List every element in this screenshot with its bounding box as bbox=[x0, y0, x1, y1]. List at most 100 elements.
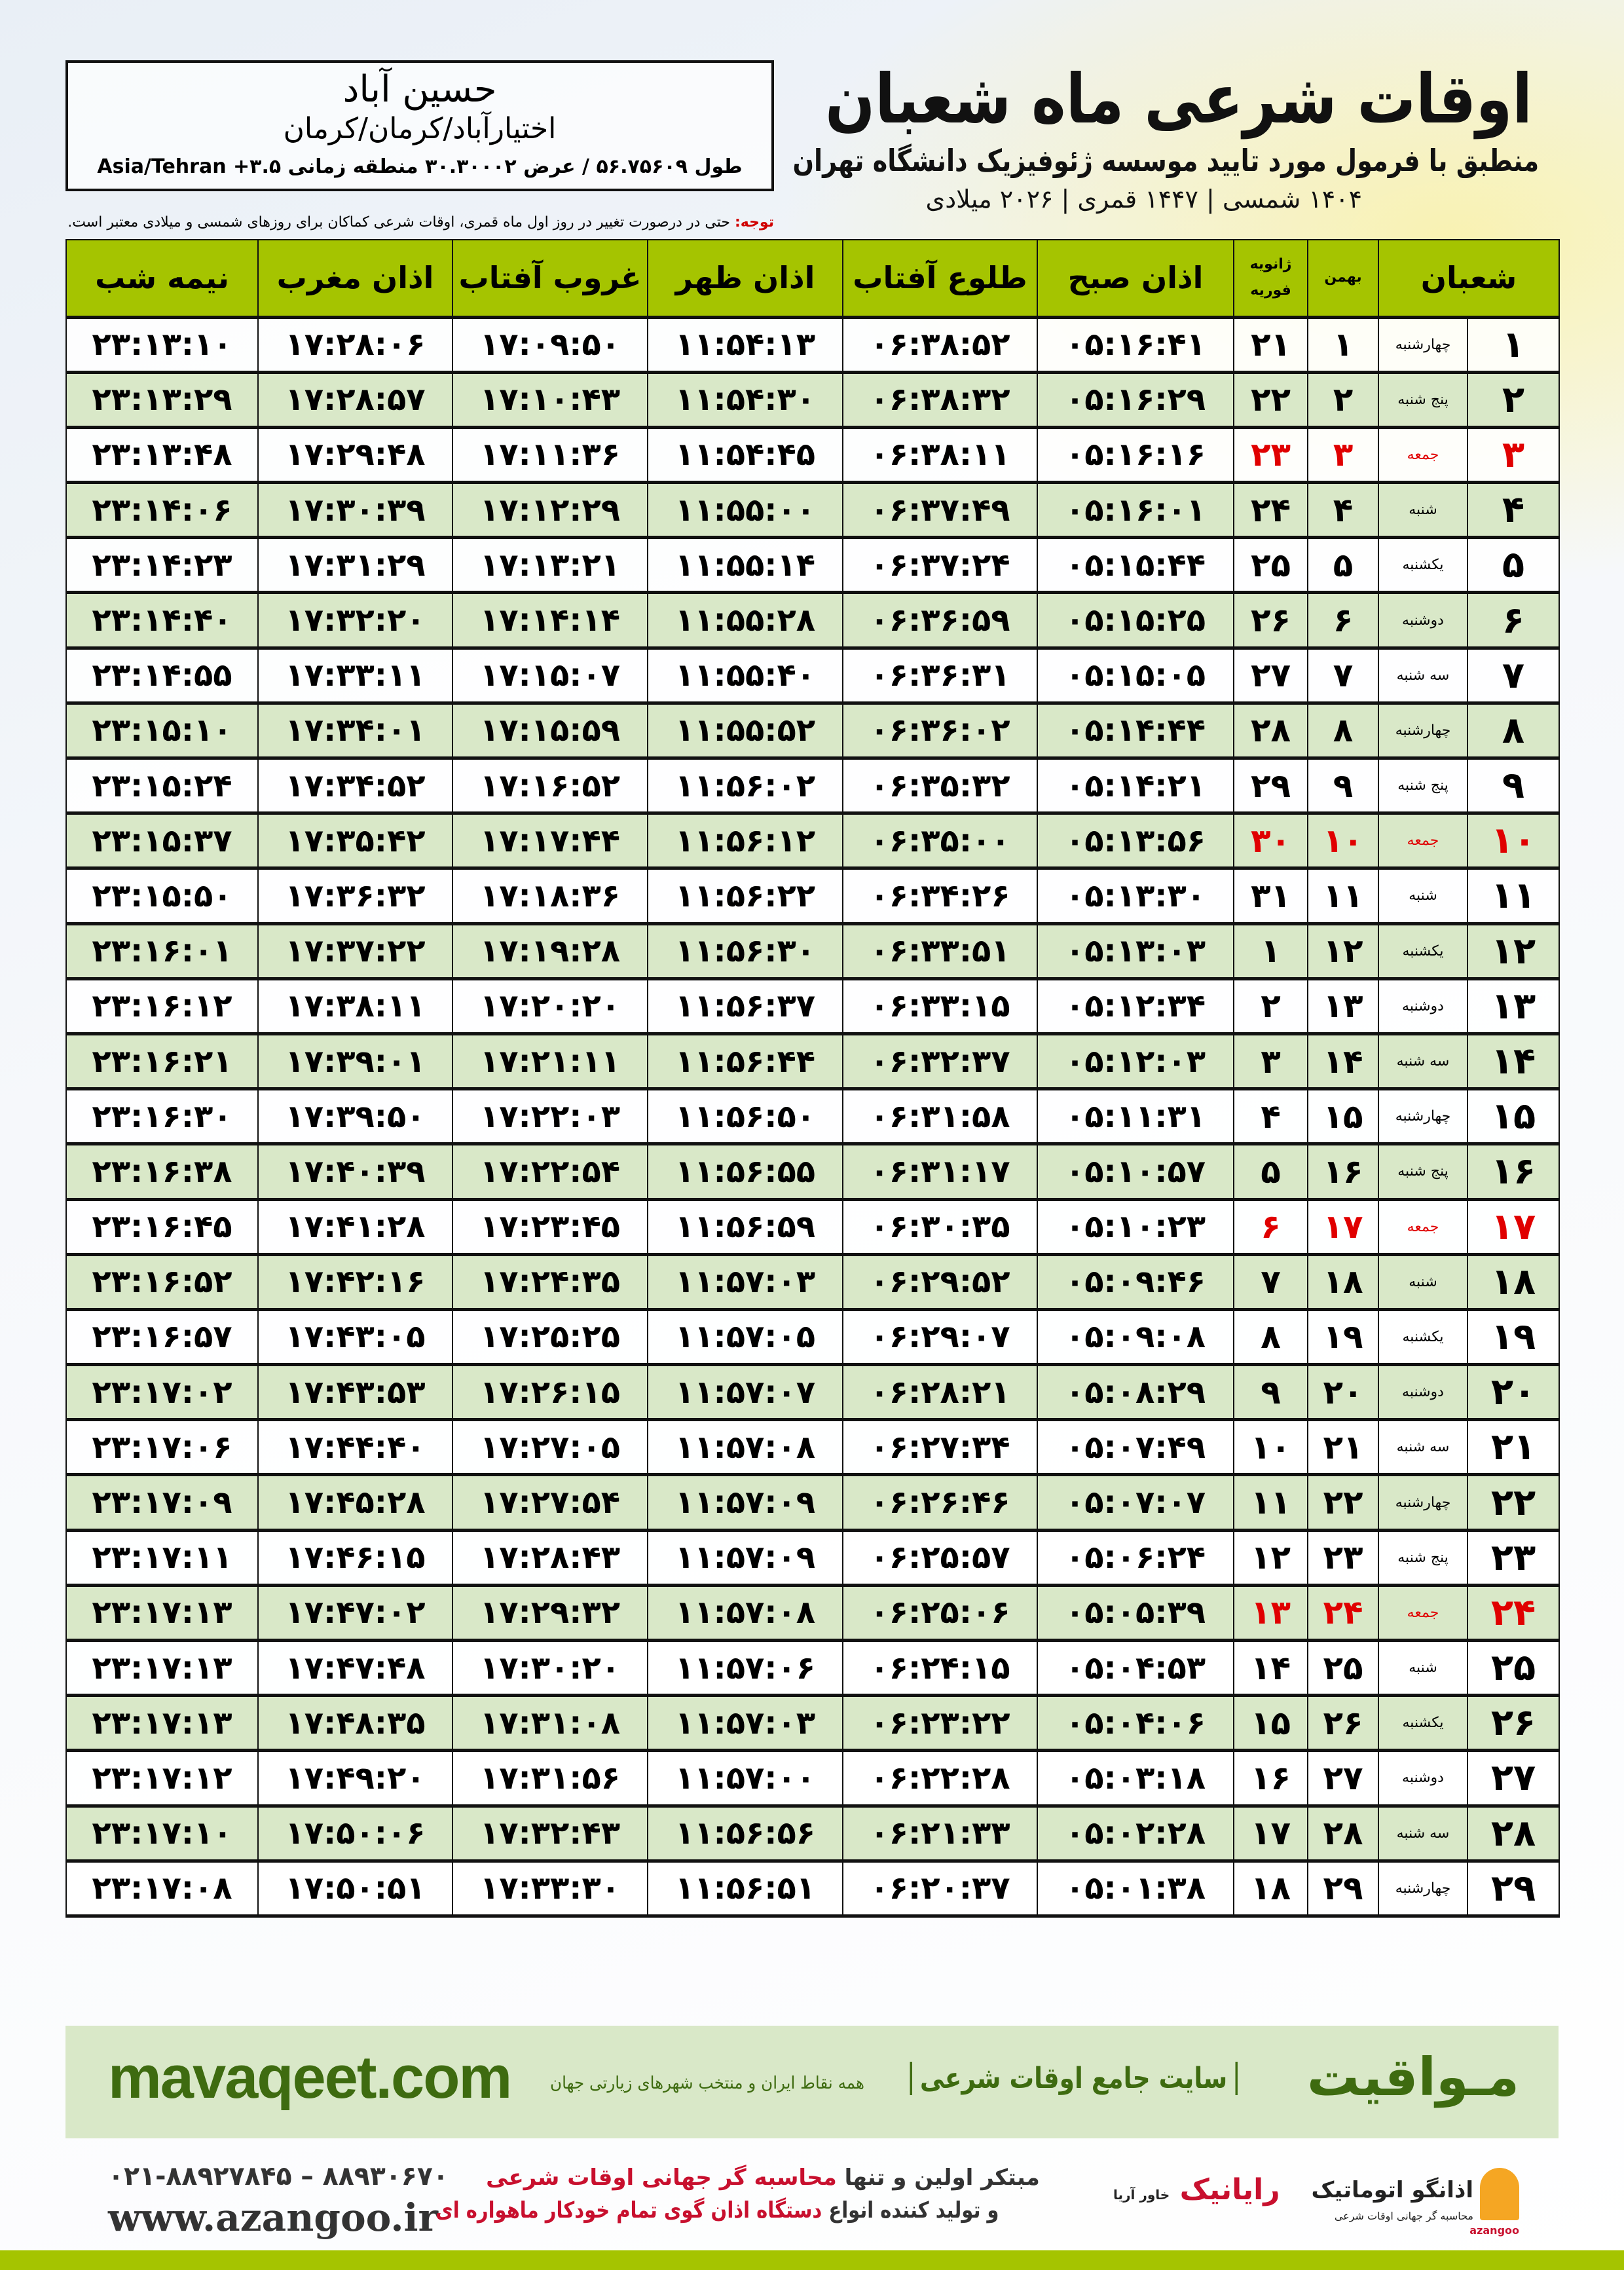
bahman-day: ۱۵ bbox=[1307, 1088, 1379, 1146]
bahman-day: ۲۳ bbox=[1307, 1529, 1379, 1587]
fajr-time: ۰۵:۱۶:۰۱ bbox=[1037, 481, 1234, 540]
weekday: پنج شنبه bbox=[1377, 757, 1469, 815]
gregorian-day: ۲۴ bbox=[1233, 481, 1308, 540]
fajr-time: ۰۵:۱۵:۲۵ bbox=[1037, 591, 1234, 650]
dhuhr-time: ۱۱:۵۷:۰۳ bbox=[647, 1254, 843, 1311]
rayanik-sub: خاور آریا bbox=[1113, 2187, 1170, 2203]
gregorian-day: ۹ bbox=[1233, 1364, 1308, 1422]
fajr-time: ۰۵:۰۳:۱۸ bbox=[1037, 1749, 1234, 1808]
shaban-day: ۱۷ bbox=[1467, 1198, 1560, 1256]
shaban-day: ۲۶ bbox=[1467, 1694, 1560, 1753]
dhuhr-time: ۱۱:۵۶:۴۴ bbox=[647, 1033, 843, 1091]
midnight-time: ۲۳:۱۶:۳۰ bbox=[65, 1088, 259, 1146]
weekday: چهارشنبه bbox=[1377, 1088, 1469, 1146]
fajr-time: ۰۵:۰۶:۲۴ bbox=[1037, 1529, 1234, 1587]
midnight-time: ۲۳:۱۳:۴۸ bbox=[65, 426, 259, 485]
maghrib-time: ۱۷:۲۸:۵۷ bbox=[257, 371, 453, 429]
maghrib-time: ۱۷:۴۷:۰۲ bbox=[257, 1584, 453, 1643]
maghrib-time: ۱۷:۳۴:۰۱ bbox=[257, 702, 453, 760]
table-row: ۲۷ دوشنبه ۲۷ ۱۶ ۰۵:۰۳:۱۸ ۰۶:۲۲:۲۸ ۱۱:۵۷:۰۰ ۱۷:۳… bbox=[65, 1749, 1560, 1808]
fajr-time: ۰۵:۱۰:۲۳ bbox=[1037, 1198, 1234, 1256]
promo-line2-a: و تولید کننده انواع bbox=[822, 2197, 999, 2223]
header-dhuhr: اذان ظهر bbox=[647, 239, 843, 319]
fajr-time: ۰۵:۱۵:۴۴ bbox=[1037, 536, 1234, 595]
bahman-day: ۴ bbox=[1307, 481, 1379, 540]
bottom-bar bbox=[0, 2250, 1624, 2270]
shaban-day: ۹ bbox=[1467, 757, 1560, 815]
header-maghrib: اذان مغرب bbox=[257, 239, 453, 319]
fajr-time: ۰۵:۰۴:۰۶ bbox=[1037, 1694, 1234, 1753]
maghrib-time: ۱۷:۴۸:۳۵ bbox=[257, 1694, 453, 1753]
dhuhr-time: ۱۱:۵۶:۰۲ bbox=[647, 757, 843, 815]
midnight-time: ۲۳:۱۴:۴۰ bbox=[65, 591, 259, 650]
maghrib-time: ۱۷:۲۸:۰۶ bbox=[257, 316, 453, 374]
fajr-time: ۰۵:۰۴:۵۳ bbox=[1037, 1639, 1234, 1698]
fajr-time: ۰۵:۰۲:۲۸ bbox=[1037, 1805, 1234, 1863]
gregorian-day: ۱۰ bbox=[1233, 1419, 1308, 1477]
azangoo-url[interactable]: www.azangoo.ir bbox=[108, 2195, 439, 2240]
midnight-time: ۲۳:۱۴:۵۵ bbox=[65, 647, 259, 705]
dhuhr-time: ۱۱:۵۵:۵۲ bbox=[647, 702, 843, 760]
promo-line2-b: دستگاه اذان گوی تمام خودکار ماهواره ای bbox=[435, 2197, 822, 2223]
sunset-time: ۱۷:۱۱:۳۶ bbox=[452, 426, 648, 485]
maghrib-time: ۱۷:۳۷:۲۲ bbox=[257, 923, 453, 980]
rayanik-name: رایانیک bbox=[1179, 2173, 1280, 2206]
sunrise-time: ۰۶:۳۷:۴۹ bbox=[842, 481, 1038, 540]
sunrise-time: ۰۶:۲۹:۵۲ bbox=[842, 1254, 1038, 1311]
gregorian-day: ۱۶ bbox=[1233, 1749, 1308, 1808]
gregorian-day: ۱۷ bbox=[1233, 1805, 1308, 1863]
shaban-day: ۲۳ bbox=[1467, 1529, 1560, 1587]
shaban-day: ۲۰ bbox=[1467, 1364, 1560, 1422]
bahman-day: ۵ bbox=[1307, 536, 1379, 595]
header-fajr: اذان صبح bbox=[1037, 239, 1234, 319]
table-row: ۱۰ جمعه ۱۰ ۳۰ ۰۵:۱۳:۵۶ ۰۶:۳۵:۰۰ ۱۱:۵۶:۱۲ ۱۷:۱۷:… bbox=[65, 812, 1560, 870]
bahman-day: ۱۳ bbox=[1307, 978, 1379, 1035]
bahman-day: ۲۵ bbox=[1307, 1639, 1379, 1698]
fajr-time: ۰۵:۰۷:۴۹ bbox=[1037, 1419, 1234, 1477]
dhuhr-time: ۱۱:۵۷:۰۸ bbox=[647, 1584, 843, 1643]
sunrise-time: ۰۶:۳۸:۱۱ bbox=[842, 426, 1038, 485]
gregorian-day: ۲۲ bbox=[1233, 371, 1308, 429]
sunrise-time: ۰۶:۲۵:۵۷ bbox=[842, 1529, 1038, 1587]
sunset-time: ۱۷:۱۳:۲۱ bbox=[452, 536, 648, 595]
maghrib-time: ۱۷:۴۹:۲۰ bbox=[257, 1749, 453, 1808]
gregorian-day: ۵ bbox=[1233, 1143, 1308, 1201]
sunset-time: ۱۷:۱۸:۳۶ bbox=[452, 867, 648, 925]
table-row: ۲۲ چهارشنبه ۲۲ ۱۱ ۰۵:۰۷:۰۷ ۰۶:۲۶:۴۶ ۱۱:۵۷:۰۹ ۱۷… bbox=[65, 1474, 1560, 1532]
sunrise-time: ۰۶:۲۴:۱۵ bbox=[842, 1639, 1038, 1698]
table-row: ۱۸ شنبه ۱۸ ۷ ۰۵:۰۹:۴۶ ۰۶:۲۹:۵۲ ۱۱:۵۷:۰۳ ۱۷:۲۴:۳… bbox=[65, 1254, 1560, 1311]
header-shaban: شعبان bbox=[1377, 239, 1560, 319]
bahman-day: ۲۷ bbox=[1307, 1749, 1379, 1808]
maghrib-time: ۱۷:۴۶:۱۵ bbox=[257, 1529, 453, 1587]
fajr-time: ۰۵:۰۹:۴۶ bbox=[1037, 1254, 1234, 1311]
geo-coordinates: طول ۵۶.۷۵۶۰۹ / عرض ۳۰.۳۰۰۰۲ منطقه زمانی … bbox=[97, 155, 743, 178]
phone-numbers: ۰۲۱-۸۸۹۲۷۸۴۵ – ۸۸۹۳۰۶۷۰ bbox=[108, 2161, 449, 2191]
sunset-time: ۱۷:۲۰:۲۰ bbox=[452, 978, 648, 1035]
shaban-day: ۲۱ bbox=[1467, 1419, 1560, 1477]
dhuhr-time: ۱۱:۵۷:۰۹ bbox=[647, 1529, 843, 1587]
dhuhr-time: ۱۱:۵۷:۰۰ bbox=[647, 1749, 843, 1808]
dhuhr-time: ۱۱:۵۴:۱۳ bbox=[647, 316, 843, 374]
dhuhr-time: ۱۱:۵۷:۰۵ bbox=[647, 1309, 843, 1367]
header-january: ژانویه bbox=[1249, 256, 1292, 273]
bahman-day: ۲۲ bbox=[1307, 1474, 1379, 1532]
mavaqeet-url[interactable]: mavaqeet.com bbox=[108, 2044, 512, 2111]
table-row: ۱۱ شنبه ۱۱ ۳۱ ۰۵:۱۳:۳۰ ۰۶:۳۴:۲۶ ۱۱:۵۶:۲۲ ۱۷:۱۸:… bbox=[65, 867, 1560, 925]
bahman-day: ۲۶ bbox=[1307, 1694, 1379, 1753]
bahman-day: ۱۹ bbox=[1307, 1309, 1379, 1367]
midnight-time: ۲۳:۱۷:۰۶ bbox=[65, 1419, 259, 1477]
table-row: ۱۹ یکشنبه ۱۹ ۸ ۰۵:۰۹:۰۸ ۰۶:۲۹:۰۷ ۱۱:۵۷:۰۵ ۱۷:۲۵… bbox=[65, 1309, 1560, 1367]
midnight-time: ۲۳:۱۷:۰۸ bbox=[65, 1860, 259, 1918]
azangoo-logo: اذانگو اتوماتیک محاسبه گر جهانی اوقات شر… bbox=[1303, 2168, 1519, 2240]
sunrise-time: ۰۶:۲۶:۴۶ bbox=[842, 1474, 1038, 1532]
shaban-day: ۴ bbox=[1467, 481, 1560, 540]
azangoo-name: اذانگو اتوماتیک bbox=[1311, 2177, 1473, 2203]
fajr-time: ۰۵:۱۳:۳۰ bbox=[1037, 867, 1234, 925]
sunset-time: ۱۷:۱۲:۲۹ bbox=[452, 481, 648, 540]
shaban-day: ۲۸ bbox=[1467, 1805, 1560, 1863]
table-row: ۲ پنج شنبه ۲ ۲۲ ۰۵:۱۶:۲۹ ۰۶:۳۸:۳۲ ۱۱:۵۴:۳۰ ۱۷:۱… bbox=[65, 371, 1560, 429]
maghrib-time: ۱۷:۴۰:۳۹ bbox=[257, 1143, 453, 1201]
location-box: حسین آباد اختیارآباد/کرمان/کرمان طول ۵۶.… bbox=[65, 60, 774, 191]
midnight-time: ۲۳:۱۶:۳۸ bbox=[65, 1143, 259, 1201]
note-label: توجه: bbox=[734, 214, 774, 231]
